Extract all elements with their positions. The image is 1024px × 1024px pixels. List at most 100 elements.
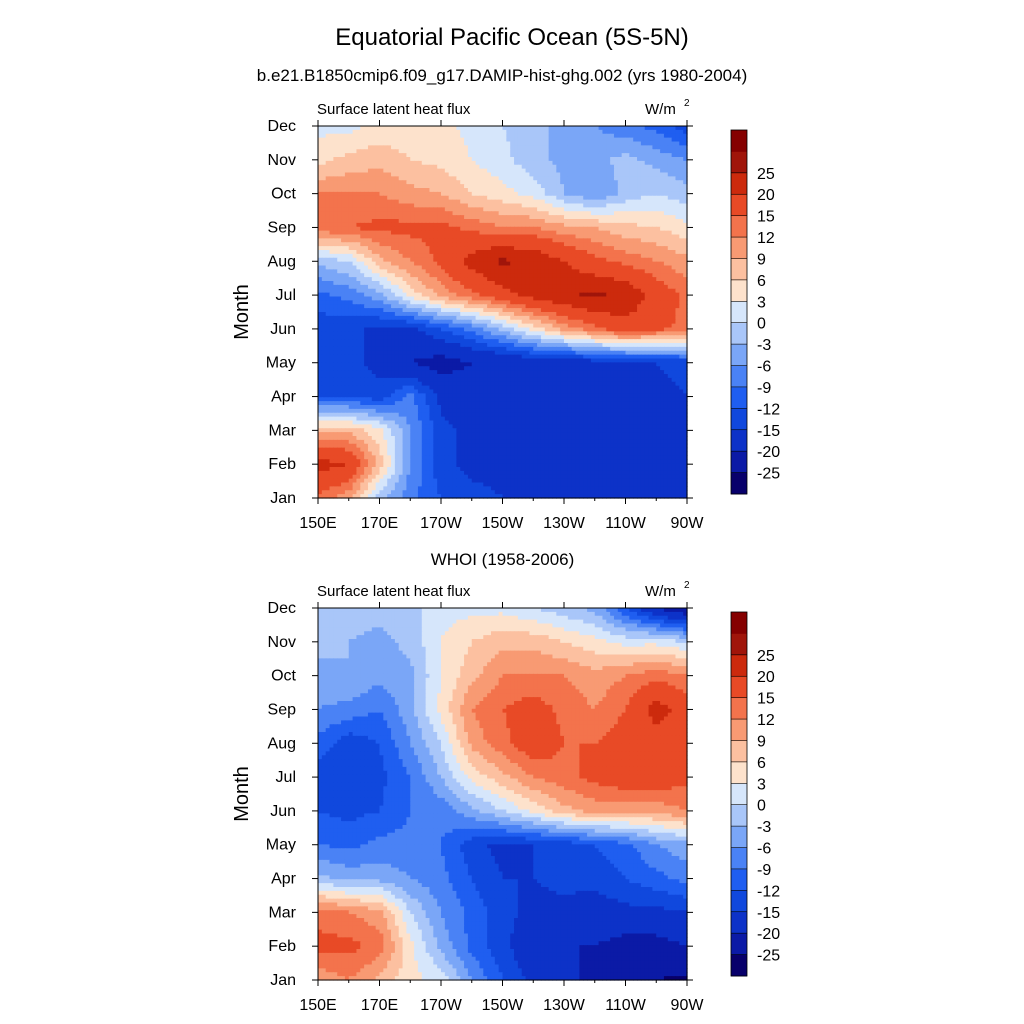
heatmap-cell (556, 157, 561, 162)
heatmap-cell (375, 168, 381, 174)
heatmap-cell (537, 168, 542, 174)
heatmap-cell (598, 304, 604, 309)
heatmap-cell (644, 207, 650, 212)
heatmap-cell (548, 195, 554, 201)
heatmap-cell (660, 284, 665, 290)
heatmap-cell (663, 238, 669, 243)
heatmap-cell (371, 323, 377, 329)
heatmap-cell (498, 184, 504, 189)
heatmap-cell (556, 168, 561, 174)
heatmap-cell (675, 288, 680, 294)
heatmap-cell (671, 250, 677, 255)
heatmap-cell (590, 312, 596, 317)
heatmap-cell (379, 180, 384, 185)
heatmap-cell (333, 281, 338, 286)
heatmap-cell (325, 153, 331, 158)
heatmap-cell (525, 160, 530, 166)
heatmap-cell (367, 222, 373, 228)
heatmap-cell (567, 207, 573, 212)
heatmap-cell (560, 145, 565, 150)
heatmap-cell (433, 234, 438, 239)
heatmap-cell (575, 157, 580, 162)
heatmap-cell (533, 304, 538, 309)
heatmap-cell (540, 203, 546, 208)
heatmap-cell (375, 207, 381, 212)
heatmap-cell (621, 215, 627, 220)
heatmap-cell (529, 203, 534, 208)
heatmap-cell (621, 145, 627, 150)
heatmap-cell (514, 277, 519, 282)
heatmap-cell (487, 215, 492, 220)
heatmap-cell (521, 160, 527, 166)
heatmap-cell (663, 315, 669, 321)
heatmap-cell (548, 211, 554, 216)
heatmap-cell (391, 300, 396, 305)
heatmap-cell (475, 141, 481, 146)
heatmap-cell (394, 157, 400, 162)
heatmap-cell (567, 281, 573, 286)
heatmap-cell (633, 199, 638, 205)
heatmap-cell (517, 157, 523, 162)
heatmap-cell (644, 273, 650, 278)
heatmap-cell (444, 172, 450, 177)
heatmap-cell (402, 288, 407, 294)
heatmap-cell (633, 281, 638, 286)
heatmap-cell (564, 153, 569, 158)
heatmap-cell (341, 238, 346, 243)
heatmap-cell (371, 234, 377, 239)
heatmap-cell (502, 160, 507, 166)
heatmap-cell (394, 234, 400, 239)
heatmap-cell (464, 269, 469, 274)
heatmap-cell (667, 261, 673, 267)
heatmap-cell (683, 149, 688, 154)
heatmap-cell (410, 195, 415, 201)
heatmap-cell (371, 184, 377, 189)
heatmap-cell (579, 277, 584, 282)
heatmap-cell (575, 133, 580, 139)
heatmap-cell (321, 277, 327, 282)
heatmap-cell (625, 219, 630, 224)
heatmap-cell (525, 133, 530, 139)
heatmap-cell (391, 211, 396, 216)
heatmap-cell (348, 319, 354, 325)
heatmap-cell (671, 312, 677, 317)
heatmap-cell (383, 234, 388, 239)
heatmap-cell (533, 180, 538, 185)
heatmap-cell (602, 238, 607, 243)
heatmap-cell (325, 211, 331, 216)
heatmap-cell (391, 176, 396, 181)
heatmap-cell (483, 292, 488, 298)
heatmap-cell (640, 319, 646, 325)
heatmap-cell (325, 180, 331, 185)
heatmap-cell (464, 284, 469, 290)
heatmap-cell (637, 308, 642, 313)
heatmap-cell (660, 234, 665, 239)
heatmap-cell (683, 288, 688, 294)
heatmap-cell (414, 284, 419, 290)
heatmap-cell (540, 253, 546, 259)
heatmap-cell (667, 253, 673, 259)
heatmap-cell (329, 133, 334, 139)
heatmap-cell (467, 281, 473, 286)
heatmap-cell (498, 265, 504, 270)
heatmap-cell (644, 191, 650, 197)
heatmap-cell (360, 238, 365, 243)
heatmap-cell (640, 164, 646, 170)
heatmap-cell (383, 253, 388, 259)
heatmap-cell (391, 273, 396, 278)
heatmap-cell (556, 226, 561, 232)
heatmap-cell (364, 188, 369, 193)
heatmap-cell (525, 222, 530, 228)
heatmap-cell (318, 238, 323, 243)
heatmap-cell (560, 188, 565, 193)
heatmap-cell (667, 199, 673, 205)
heatmap-cell (514, 180, 519, 185)
heatmap-cell (560, 319, 565, 325)
heatmap-cell (398, 203, 404, 208)
heatmap-cell (544, 153, 550, 158)
heatmap-cell (344, 281, 350, 286)
heatmap-cell (537, 312, 542, 317)
heatmap-cell (537, 191, 542, 197)
heatmap-cell (502, 211, 507, 216)
heatmap-cell (610, 319, 615, 325)
